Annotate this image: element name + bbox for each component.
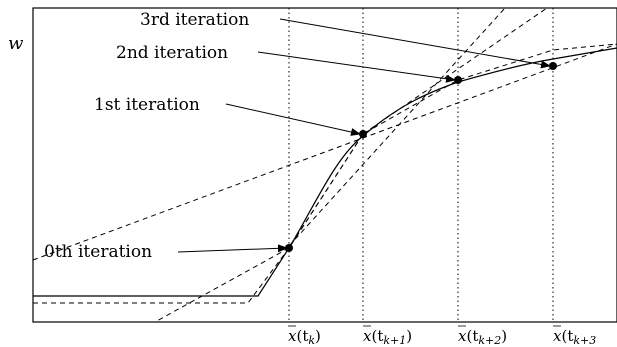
svg-text:x(tk+1): x(tk+1) xyxy=(363,327,412,347)
arrow-2nd-iteration xyxy=(257,51,456,83)
dashed-curve-iteration-0 xyxy=(33,43,617,323)
dashed-line-iteration-2 xyxy=(288,7,506,247)
dashed-line-iteration-1 xyxy=(32,43,617,261)
x-tick-label-tk: x(tk) xyxy=(288,325,321,347)
label-2nd-iteration: 2nd iteration xyxy=(116,43,228,63)
svg-text:x(tk): x(tk) xyxy=(288,327,321,347)
x-tick-label-tk3: x(tk+3 xyxy=(553,325,596,347)
iteration-point-1 xyxy=(359,130,367,138)
y-axis-label: w xyxy=(8,33,24,54)
arrow-1st-iteration xyxy=(225,103,361,136)
arrow-3rd-iteration xyxy=(279,18,551,69)
x-tick-label-tk1: x(tk+1) xyxy=(363,325,412,347)
label-1st-iteration: 1st iteration xyxy=(94,95,200,115)
arrow-0th-iteration xyxy=(177,244,288,253)
label-0th-iteration: 0th iteration xyxy=(44,242,152,262)
label-3rd-iteration: 3rd iteration xyxy=(140,10,249,30)
x-tick-label-tk2: x(tk+2) xyxy=(458,325,507,347)
iteration-point-0 xyxy=(285,244,293,252)
plot-frame xyxy=(32,7,617,323)
iteration-point-3 xyxy=(549,62,557,70)
true-solution-curve xyxy=(33,47,617,297)
svg-text:x(tk+3: x(tk+3 xyxy=(553,327,596,347)
svg-text:x(tk+2): x(tk+2) xyxy=(458,327,507,347)
iteration-point-2 xyxy=(454,76,462,84)
